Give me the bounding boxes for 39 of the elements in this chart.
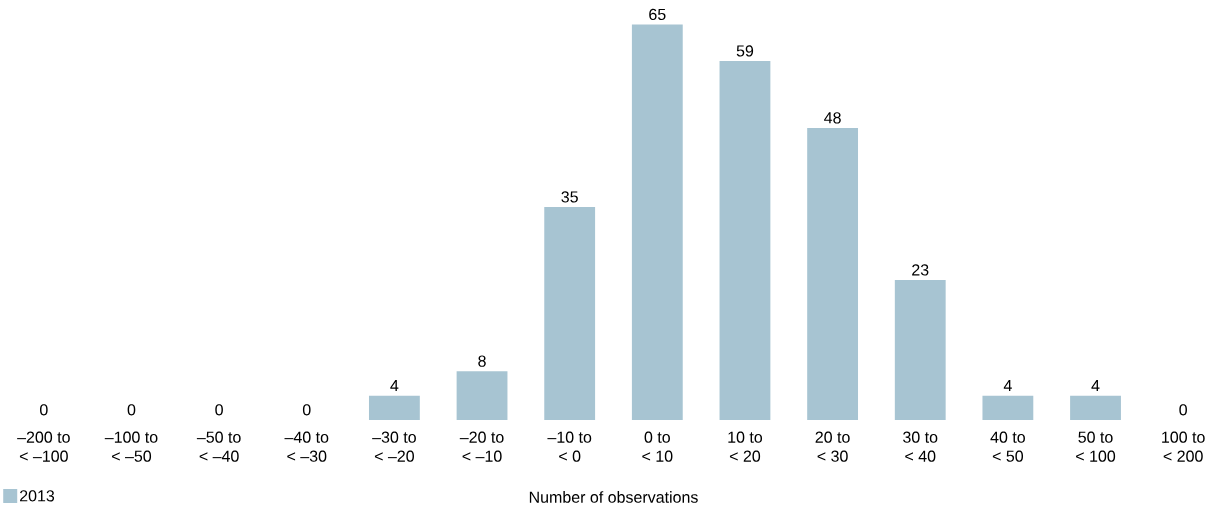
data-label: 8 <box>478 355 486 367</box>
x-tick-label: 100 to < 200 <box>1162 431 1205 462</box>
x-tick-label: –100 to < –50 <box>104 431 158 462</box>
data-label: 0 <box>1179 404 1187 416</box>
data-label: 4 <box>390 380 399 392</box>
bar <box>631 24 683 420</box>
x-tick-label: 50 to < 100 <box>1076 431 1116 462</box>
bar <box>982 395 1034 420</box>
x-tick-label: –200 to < –100 <box>17 431 70 462</box>
bar <box>544 207 596 420</box>
x-tick-label: 10 to < 20 <box>728 431 763 462</box>
data-label: 0 <box>40 404 48 416</box>
x-tick-label: –20 to < –10 <box>459 431 504 462</box>
legend-label: 2013 <box>20 490 55 502</box>
x-tick-label: 40 to < 50 <box>990 431 1025 462</box>
x-tick-label: 0 to < 10 <box>642 431 673 462</box>
data-label: 4 <box>1003 380 1012 392</box>
bar <box>368 395 420 420</box>
data-label: 0 <box>215 404 223 416</box>
x-tick-label: 20 to < 30 <box>815 431 850 462</box>
x-tick-label: –40 to < –30 <box>284 431 329 462</box>
x-axis-title: Number of observations <box>529 491 698 503</box>
data-label: 59 <box>736 45 754 57</box>
bar <box>456 371 508 420</box>
x-tick-label: –30 to < –20 <box>372 431 416 462</box>
bar <box>807 128 859 420</box>
data-label: 35 <box>561 191 578 203</box>
data-label: 4 <box>1091 380 1100 392</box>
data-label: 65 <box>649 8 666 21</box>
data-label: 23 <box>912 264 929 276</box>
x-tick-label: 30 to < 40 <box>903 431 938 462</box>
bar <box>894 280 946 420</box>
data-label: 0 <box>127 404 136 416</box>
x-tick-label: –10 to < 0 <box>547 431 592 462</box>
x-tick-label: –50 to < –40 <box>196 431 241 462</box>
bar <box>1070 395 1121 420</box>
bar <box>719 61 771 420</box>
data-label: 48 <box>824 112 841 124</box>
data-label: 0 <box>302 404 311 416</box>
